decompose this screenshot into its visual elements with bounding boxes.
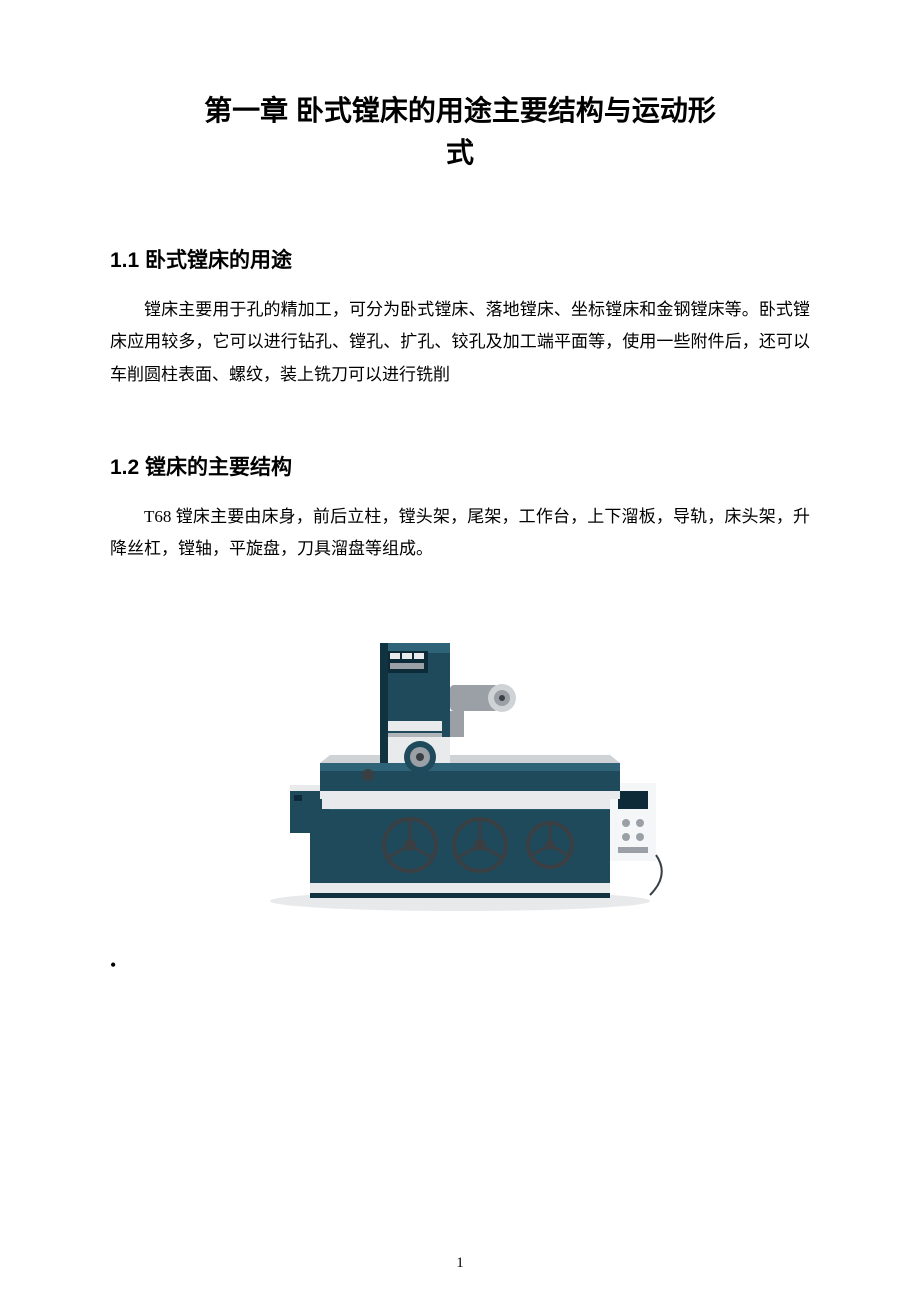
section-1: 1.1 卧式镗床的用途 镗床主要用于孔的精加工，可分为卧式镗床、落地镗床、坐标镗… xyxy=(110,244,810,391)
chapter-title: 第一章 卧式镗床的用途主要结构与运动形 式 xyxy=(110,90,810,174)
figure-container xyxy=(110,625,810,915)
chapter-title-line2: 式 xyxy=(446,137,474,168)
page-number: 1 xyxy=(0,1255,920,1272)
section-1-heading: 1.1 卧式镗床的用途 xyxy=(110,244,810,274)
section-1-body: 镗床主要用于孔的精加工，可分为卧式镗床、落地镗床、坐标镗床和金钢镗床等。卧式镗床… xyxy=(110,294,810,391)
machine-illustration xyxy=(250,625,670,915)
section-2-body: T68 镗床主要由床身，前后立柱，镗头架，尾架，工作台，上下溜板，导轨，床头架，… xyxy=(110,501,810,566)
chapter-title-line1: 第一章 卧式镗床的用途主要结构与运动形 xyxy=(204,95,716,126)
dot-marker: • xyxy=(110,955,810,976)
section-2-heading: 1.2 镗床的主要结构 xyxy=(110,451,810,481)
section-2: 1.2 镗床的主要结构 T68 镗床主要由床身，前后立柱，镗头架，尾架，工作台，… xyxy=(110,451,810,566)
